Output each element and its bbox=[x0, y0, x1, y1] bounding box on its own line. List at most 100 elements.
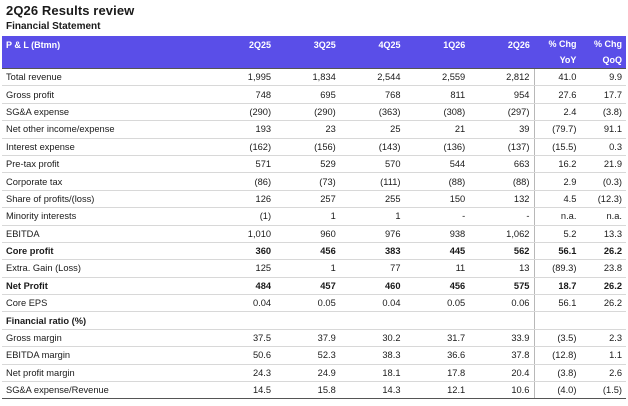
row-value: 126 bbox=[211, 190, 277, 209]
row-value: (308) bbox=[405, 103, 471, 122]
table-row: Interest expense (162) (156) (143) (136) (137… bbox=[2, 138, 626, 156]
row-value: 0.06 bbox=[470, 294, 535, 313]
row-value: (162) bbox=[211, 138, 277, 156]
row-chg-yoy: 56.1 bbox=[534, 294, 581, 313]
row-label: Total revenue bbox=[2, 67, 212, 87]
row-value: - bbox=[470, 207, 535, 226]
row-value: 976 bbox=[340, 225, 406, 243]
row-value: 193 bbox=[211, 120, 277, 139]
row-value: 1,834 bbox=[276, 67, 341, 87]
header-period: 3Q25 bbox=[313, 40, 336, 50]
table-row: Gross profit 748 695 768 811 954 27.6 17.7 bbox=[2, 85, 626, 104]
row-chg-yoy: 18.7 bbox=[534, 277, 581, 296]
row-value: 37.8 bbox=[470, 346, 535, 365]
row-chg-qoq: n.a. bbox=[580, 207, 626, 226]
row-value: 2,812 bbox=[470, 67, 535, 87]
row-chg-qoq: 1.1 bbox=[580, 346, 626, 365]
row-label: SG&A expense bbox=[2, 103, 212, 122]
table-row: Share of profits/(loss) 126 257 255 150 132 4.… bbox=[2, 190, 626, 209]
row-value: 17.8 bbox=[405, 364, 471, 383]
row-value: 0.04 bbox=[340, 294, 406, 313]
row-value: 2,559 bbox=[405, 67, 471, 87]
row-value: 13 bbox=[470, 259, 535, 278]
row-label: Corporate tax bbox=[2, 172, 212, 191]
row-label: EBITDA margin bbox=[2, 346, 212, 365]
row-value: (156) bbox=[276, 138, 341, 156]
row-value: (88) bbox=[470, 172, 535, 191]
page-title: 2Q26 Results review bbox=[6, 3, 135, 18]
row-chg-qoq: 13.3 bbox=[580, 225, 626, 243]
row-chg-qoq: 21.9 bbox=[580, 155, 626, 174]
row-value: 39 bbox=[470, 120, 535, 139]
row-value: (136) bbox=[405, 138, 471, 156]
section-title: Financial Statement bbox=[6, 21, 101, 32]
row-chg-yoy: (3.8) bbox=[534, 364, 581, 383]
row-chg-qoq: 2.6 bbox=[580, 364, 626, 383]
row-value: 0.04 bbox=[211, 294, 277, 313]
row-value: 25 bbox=[340, 120, 406, 139]
row-value: (143) bbox=[340, 138, 406, 156]
row-value: 36.6 bbox=[405, 346, 471, 365]
row-value: 10.6 bbox=[470, 381, 535, 400]
row-value: 11 bbox=[405, 259, 471, 278]
row-label: Interest expense bbox=[2, 138, 212, 156]
row-value: 663 bbox=[470, 155, 535, 174]
table-row: Corporate tax (86) (73) (111) (88) (88) 2.9 (0.… bbox=[2, 172, 626, 191]
row-chg-yoy: 16.2 bbox=[534, 155, 581, 174]
row-value: 456 bbox=[276, 242, 341, 261]
row-value: 457 bbox=[276, 277, 341, 296]
row-label: EBITDA bbox=[2, 225, 212, 243]
row-label: Core EPS bbox=[2, 294, 212, 313]
row-chg-yoy: (89.3) bbox=[534, 259, 581, 278]
row-chg-yoy: (15.5) bbox=[534, 138, 581, 156]
row-chg-yoy: n.a. bbox=[534, 207, 581, 226]
row-value: 12.1 bbox=[405, 381, 471, 400]
row-chg-qoq: 26.2 bbox=[580, 294, 626, 313]
row-value: 1 bbox=[276, 207, 341, 226]
header-period: 2Q25 bbox=[249, 40, 272, 50]
row-value: 15.8 bbox=[276, 381, 341, 400]
row-value: 38.3 bbox=[340, 346, 406, 365]
row-label: Net Profit bbox=[2, 277, 212, 296]
header-label: P & L (Btmn) bbox=[6, 40, 61, 50]
row-value: 460 bbox=[340, 277, 406, 296]
row-value: (290) bbox=[211, 103, 277, 122]
row-label: Share of profits/(loss) bbox=[2, 190, 212, 209]
table-row: Gross margin 37.5 37.9 30.2 31.7 33.9 (3.5) 2.3 bbox=[2, 329, 626, 348]
row-value: - bbox=[405, 207, 471, 226]
row-value: 132 bbox=[470, 190, 535, 209]
table-row: Extra. Gain (Loss) 125 1 77 11 13 (89.3) 23.8 bbox=[2, 259, 626, 278]
row-value: 1,062 bbox=[470, 225, 535, 243]
row-value: 24.3 bbox=[211, 364, 277, 383]
row-value: 125 bbox=[211, 259, 277, 278]
row-chg-qoq: (0.3) bbox=[580, 172, 626, 191]
row-chg-qoq: 23.8 bbox=[580, 259, 626, 278]
header-chg-qoq: % Chg QoQ bbox=[580, 36, 626, 69]
row-value: 456 bbox=[405, 277, 471, 296]
row-value: 23 bbox=[276, 120, 341, 139]
empty-cell bbox=[534, 311, 581, 330]
row-label: Gross profit bbox=[2, 85, 212, 104]
row-value: 18.1 bbox=[340, 364, 406, 383]
row-label: Pre-tax profit bbox=[2, 155, 212, 174]
table-row: Core EPS 0.04 0.05 0.04 0.05 0.06 56.1 26.2 bbox=[2, 294, 626, 313]
row-value: (73) bbox=[276, 172, 341, 191]
row-label: Gross margin bbox=[2, 329, 212, 348]
row-value: 257 bbox=[276, 190, 341, 209]
row-value: 811 bbox=[405, 85, 471, 104]
header-chg-yoy: % Chg YoY bbox=[535, 36, 581, 69]
row-chg-qoq: 26.2 bbox=[580, 242, 626, 261]
row-value: 77 bbox=[340, 259, 406, 278]
row-value: 960 bbox=[276, 225, 341, 243]
row-chg-yoy: 27.6 bbox=[534, 85, 581, 104]
row-value: 33.9 bbox=[470, 329, 535, 348]
row-chg-qoq: 2.3 bbox=[580, 329, 626, 348]
row-value: 52.3 bbox=[276, 346, 341, 365]
row-value: 14.5 bbox=[211, 381, 277, 400]
row-value: (137) bbox=[470, 138, 535, 156]
row-value: (111) bbox=[340, 172, 406, 191]
row-chg-yoy: 4.5 bbox=[534, 190, 581, 209]
row-chg-yoy: (12.8) bbox=[534, 346, 581, 365]
header-chg-qoq-line2: QoQ bbox=[602, 55, 623, 65]
row-value: 544 bbox=[405, 155, 471, 174]
